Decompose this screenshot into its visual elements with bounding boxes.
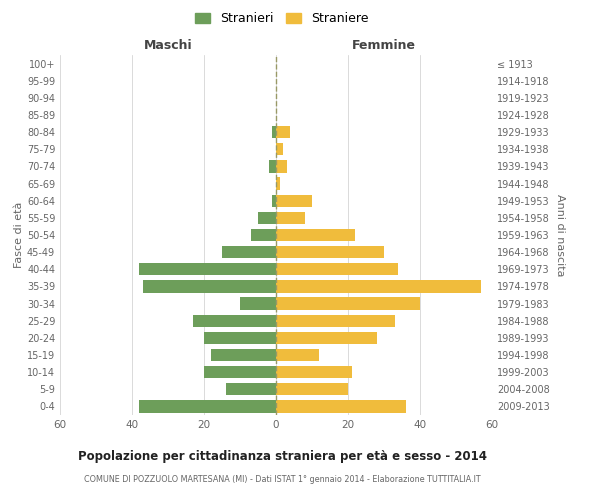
Bar bbox=[276, 143, 283, 156]
Bar bbox=[222, 246, 276, 258]
Bar bbox=[276, 366, 352, 378]
Bar bbox=[251, 229, 276, 241]
Bar bbox=[139, 400, 276, 412]
Bar bbox=[226, 383, 276, 396]
Bar bbox=[276, 383, 348, 396]
Text: Popolazione per cittadinanza straniera per età e sesso - 2014: Popolazione per cittadinanza straniera p… bbox=[77, 450, 487, 463]
Bar bbox=[258, 212, 276, 224]
Text: COMUNE DI POZZUOLO MARTESANA (MI) - Dati ISTAT 1° gennaio 2014 - Elaborazione TU: COMUNE DI POZZUOLO MARTESANA (MI) - Dati… bbox=[83, 475, 481, 484]
Bar bbox=[276, 212, 305, 224]
Bar bbox=[193, 314, 276, 327]
Bar bbox=[143, 280, 276, 292]
Bar bbox=[276, 298, 420, 310]
Bar bbox=[204, 366, 276, 378]
Y-axis label: Anni di nascita: Anni di nascita bbox=[555, 194, 565, 276]
Bar bbox=[276, 194, 312, 207]
Text: Femmine: Femmine bbox=[352, 38, 416, 52]
Text: Maschi: Maschi bbox=[143, 38, 193, 52]
Bar bbox=[276, 400, 406, 412]
Bar bbox=[211, 349, 276, 361]
Y-axis label: Fasce di età: Fasce di età bbox=[14, 202, 24, 268]
Bar bbox=[272, 194, 276, 207]
Bar bbox=[276, 332, 377, 344]
Bar bbox=[272, 126, 276, 138]
Bar bbox=[276, 280, 481, 292]
Bar bbox=[139, 263, 276, 276]
Bar bbox=[276, 229, 355, 241]
Bar bbox=[276, 349, 319, 361]
Legend: Stranieri, Straniere: Stranieri, Straniere bbox=[191, 8, 373, 29]
Bar bbox=[204, 332, 276, 344]
Bar bbox=[276, 160, 287, 172]
Bar bbox=[276, 263, 398, 276]
Bar bbox=[276, 314, 395, 327]
Bar bbox=[276, 126, 290, 138]
Bar bbox=[240, 298, 276, 310]
Bar bbox=[276, 246, 384, 258]
Bar bbox=[269, 160, 276, 172]
Bar bbox=[276, 178, 280, 190]
